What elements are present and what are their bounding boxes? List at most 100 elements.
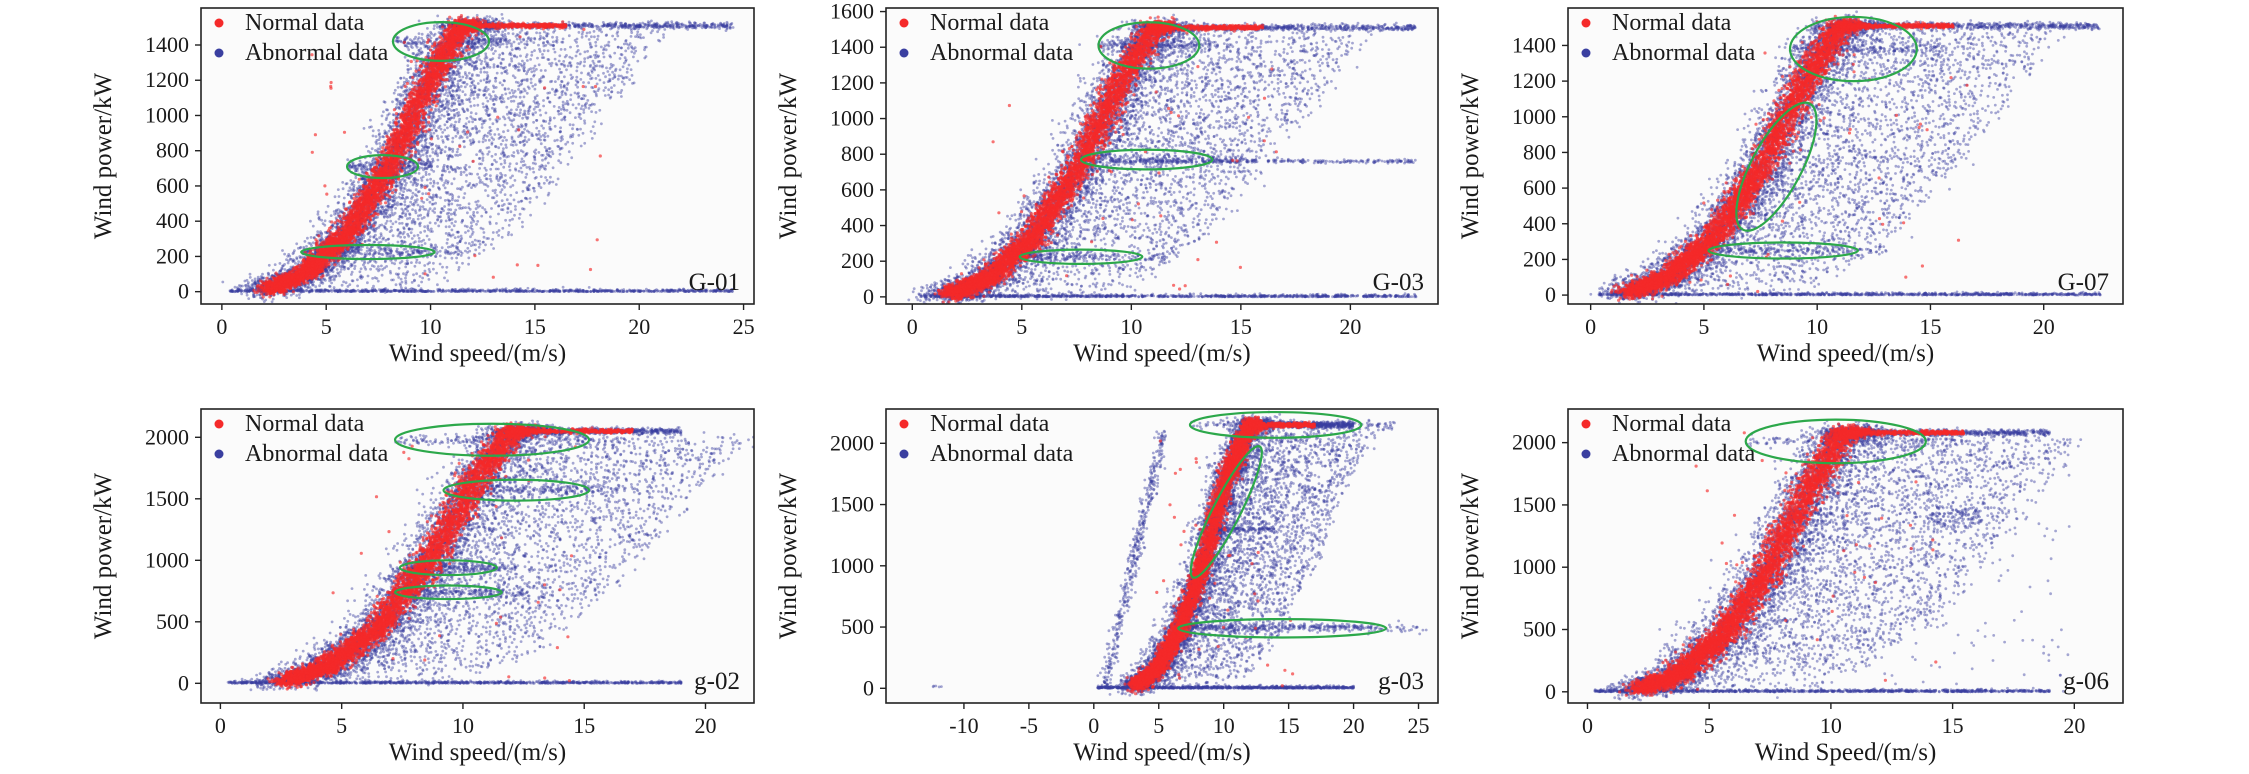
abnormal-point [504, 219, 507, 222]
abnormal-point [431, 209, 434, 212]
abnormal-point [583, 142, 586, 145]
abnormal-point [524, 113, 527, 116]
abnormal-point [479, 79, 482, 82]
abnormal-point [601, 289, 604, 292]
abnormal-point [444, 150, 447, 153]
abnormal-point [508, 202, 511, 205]
abnormal-point [493, 108, 496, 111]
abnormal-point [527, 287, 530, 290]
abnormal-point [466, 225, 469, 228]
abnormal-point [333, 286, 336, 289]
abnormal-point [421, 192, 424, 195]
abnormal-point [403, 289, 406, 292]
abnormal-point [544, 132, 547, 135]
abnormal-point [523, 208, 526, 211]
abnormal-point [439, 215, 442, 218]
abnormal-point [526, 117, 529, 120]
abnormal-point [510, 210, 513, 213]
abnormal-point [535, 68, 538, 71]
abnormal-point [419, 205, 422, 208]
abnormal-point [393, 289, 396, 292]
abnormal-point [451, 150, 454, 153]
abnormal-point [508, 110, 511, 113]
abnormal-point [582, 97, 585, 100]
abnormal-point [408, 227, 411, 230]
abnormal-point [502, 147, 505, 150]
abnormal-point [406, 233, 409, 236]
abnormal-point [469, 227, 472, 230]
abnormal-point [469, 94, 472, 97]
abnormal-point [469, 77, 472, 80]
abnormal-point [554, 93, 557, 96]
abnormal-point [557, 178, 560, 181]
abnormal-point [510, 109, 513, 112]
abnormal-point [436, 182, 439, 185]
abnormal-point [519, 96, 522, 99]
abnormal-point [505, 146, 508, 149]
abnormal-point [454, 154, 457, 157]
abnormal-point [640, 289, 643, 292]
abnormal-point [509, 92, 512, 95]
abnormal-point [504, 124, 507, 127]
abnormal-point [559, 290, 562, 293]
abnormal-point [230, 290, 233, 293]
abnormal-point [502, 166, 505, 169]
abnormal-point [517, 88, 520, 91]
abnormal-point [493, 133, 496, 136]
abnormal-point [494, 189, 497, 192]
abnormal-point [377, 280, 380, 283]
abnormal-point [483, 174, 486, 177]
abnormal-point [441, 139, 444, 142]
abnormal-point [555, 89, 558, 92]
abnormal-point [436, 251, 439, 254]
abnormal-point [411, 208, 414, 211]
abnormal-point [578, 31, 581, 34]
abnormal-point [484, 52, 487, 55]
abnormal-point [440, 135, 443, 138]
abnormal-point [490, 180, 493, 183]
abnormal-point [485, 211, 488, 214]
abnormal-point [345, 290, 348, 293]
abnormal-point [476, 104, 479, 107]
abnormal-point [589, 44, 592, 47]
abnormal-point [496, 194, 499, 197]
abnormal-point [510, 60, 513, 63]
abnormal-point [554, 51, 557, 54]
abnormal-point [470, 221, 473, 224]
abnormal-point [474, 239, 477, 242]
abnormal-point [468, 97, 471, 100]
abnormal-point [410, 290, 413, 293]
abnormal-point [448, 193, 451, 196]
abnormal-point [569, 46, 572, 49]
abnormal-point [502, 130, 505, 133]
abnormal-point [487, 114, 490, 117]
abnormal-point [482, 241, 485, 244]
abnormal-point [424, 270, 427, 273]
abnormal-point [432, 151, 435, 154]
abnormal-point [406, 290, 409, 293]
abnormal-point [463, 133, 466, 136]
abnormal-point [452, 289, 455, 292]
abnormal-point [446, 242, 449, 245]
abnormal-point [517, 103, 520, 106]
abnormal-point [662, 33, 665, 36]
abnormal-point [420, 177, 423, 180]
abnormal-point [458, 75, 461, 78]
abnormal-point [456, 204, 459, 207]
abnormal-point [487, 88, 490, 91]
abnormal-point [415, 195, 418, 198]
abnormal-point [441, 148, 444, 151]
abnormal-point [509, 219, 512, 222]
abnormal-point [566, 141, 569, 144]
abnormal-point [460, 171, 463, 174]
abnormal-point [295, 242, 298, 245]
abnormal-point [454, 236, 457, 239]
abnormal-point [434, 153, 437, 156]
abnormal-point [522, 104, 525, 107]
abnormal-point [463, 171, 466, 174]
abnormal-point [588, 38, 591, 41]
abnormal-point [404, 280, 407, 283]
abnormal-point [537, 290, 540, 293]
abnormal-point [411, 237, 414, 240]
abnormal-point [481, 126, 484, 129]
